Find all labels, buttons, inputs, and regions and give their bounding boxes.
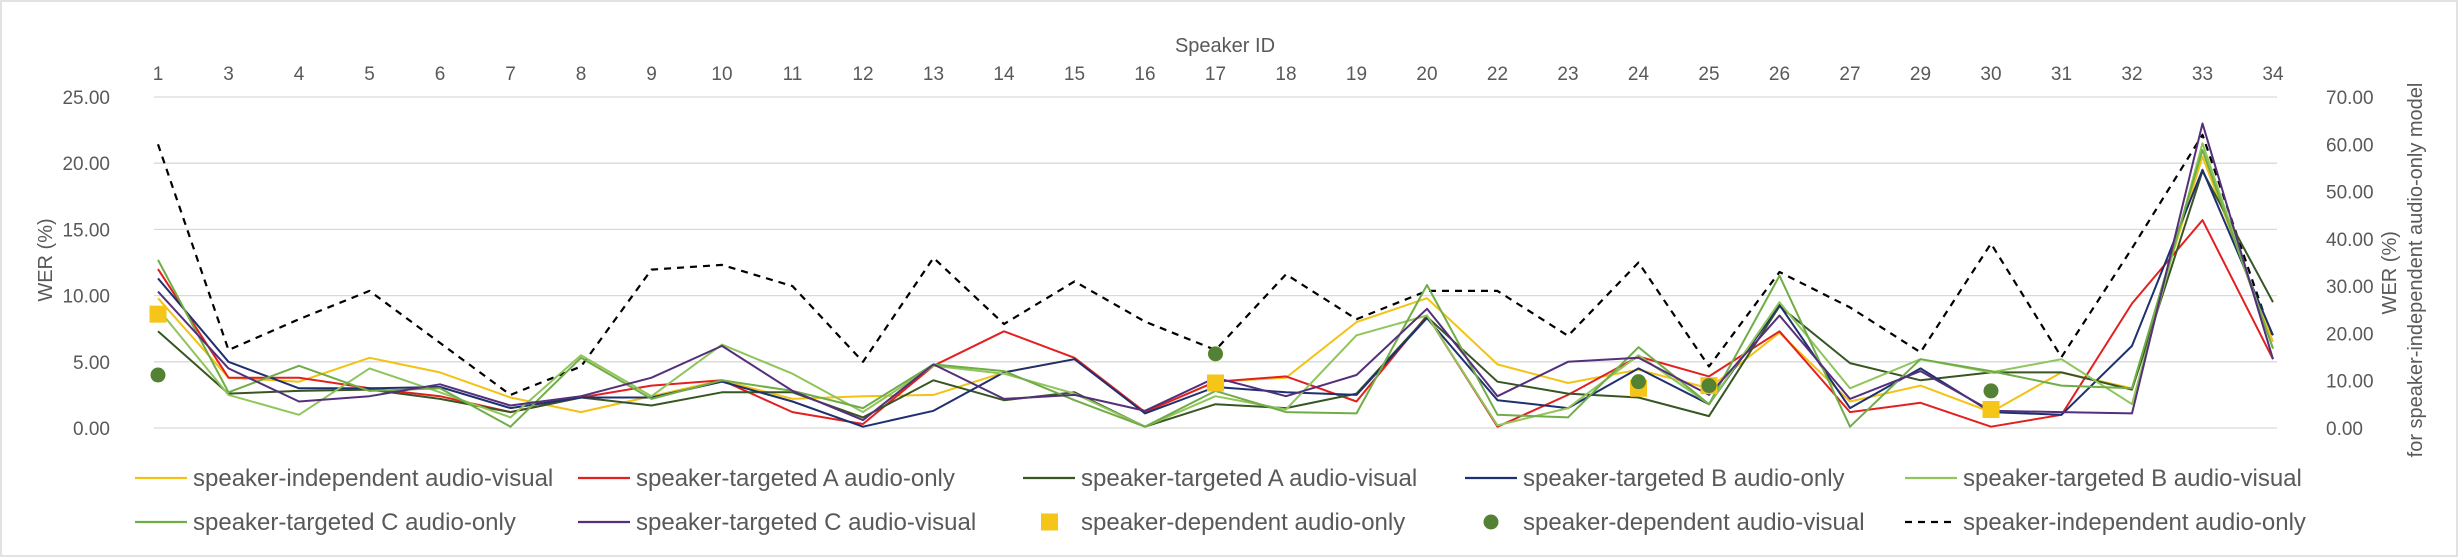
y-tick-label: 5.00 [73, 353, 110, 374]
y2-tick-label: 30.00 [2326, 277, 2374, 298]
x-tick-label: 30 [1980, 64, 2001, 85]
x-tick-label: 17 [1205, 64, 1226, 85]
x-tick-label: 14 [993, 64, 1015, 85]
legend-label: speaker-targeted A audio-visual [1081, 465, 1417, 492]
x-axis-title: Speaker ID [1175, 35, 1275, 57]
x-tick-label: 1 [153, 64, 164, 85]
legend-entry: speaker-targeted B audio-only [1465, 465, 1845, 492]
x-tick-label: 29 [1910, 64, 1931, 85]
y-tick-label: 15.00 [62, 220, 110, 241]
x-tick-label: 20 [1416, 64, 1437, 85]
y-tick-label: 10.00 [62, 287, 110, 308]
x-tick-label: 24 [1628, 64, 1650, 85]
y2-tick-label: 50.00 [2326, 183, 2374, 204]
x-tick-label: 31 [2051, 64, 2072, 85]
legend-entry: speaker-dependent audio-visual [1483, 509, 1865, 536]
legend-entry: speaker-dependent audio-only [1041, 509, 1405, 536]
legend-label: speaker-dependent audio-visual [1523, 509, 1865, 536]
series-line-speaker-targeted-a-audio-visual [157, 170, 2274, 428]
legend-label: speaker-independent audio-visual [193, 465, 553, 492]
y-tick-label: 20.00 [62, 154, 110, 175]
y2-tick-labels: 0.00 10.00 20.00 30.00 40.00 50.00 60.00 70.00 [2326, 88, 2374, 440]
y2-axis-title: WER (%) for speaker-independent audio-on… [2379, 83, 2427, 458]
x-tick-label: 33 [2192, 64, 2213, 85]
x-tick-label: 7 [505, 64, 516, 85]
y-tick-label: 25.00 [62, 88, 110, 109]
y2-tick-label: 40.00 [2326, 230, 2374, 251]
legend-entry: speaker-independent audio-visual [135, 465, 553, 492]
y-tick-labels: 0.00 5.00 10.00 15.00 20.00 25.00 [62, 88, 110, 440]
x-tick-label: 19 [1346, 64, 1367, 85]
x-tick-label: 23 [1557, 64, 1578, 85]
legend-label: speaker-targeted A audio-only [636, 465, 955, 492]
legend-label: speaker-targeted C audio-only [193, 509, 516, 536]
y2-axis-title-line2: for speaker-independent audio-only model [2405, 83, 2427, 458]
x-tick-label: 32 [2121, 64, 2142, 85]
x-tick-label: 5 [364, 64, 375, 85]
legend-swatch-circle [1483, 514, 1499, 530]
x-tick-label: 18 [1275, 64, 1296, 85]
x-tick-label: 11 [783, 64, 803, 85]
x-tick-label: 9 [646, 64, 657, 85]
legend-label: speaker-independent audio-only [1963, 509, 2306, 536]
y2-tick-label: 20.00 [2326, 324, 2374, 345]
y2-tick-label: 0.00 [2326, 419, 2363, 440]
marker-square-point [1207, 374, 1224, 392]
marker-circle-point [1631, 374, 1646, 390]
y-axis-title: WER (%) [35, 218, 57, 301]
x-tick-label: 25 [1698, 64, 1719, 85]
legend-entry: speaker-targeted B audio-visual [1905, 465, 2302, 492]
gridlines [154, 96, 2277, 429]
legend-entry: speaker-targeted C audio-visual [578, 509, 976, 536]
legend-swatch-square [1041, 513, 1058, 531]
legend-label: speaker-targeted B audio-only [1523, 465, 1845, 492]
y2-axis-title-line1: WER (%) [2379, 231, 2401, 314]
marker-square-point [1982, 400, 2000, 418]
legend-entry: speaker-targeted A audio-only [578, 465, 955, 492]
x-tick-label: 10 [711, 64, 732, 85]
marker-circle-point [150, 367, 166, 383]
x-tick-label: 34 [2262, 64, 2284, 85]
legend-label: speaker-targeted B audio-visual [1963, 465, 2302, 492]
legend-entry: speaker-targeted C audio-only [135, 509, 516, 536]
marker-circle-point [1701, 378, 1717, 394]
legend-label: speaker-targeted C audio-visual [636, 509, 976, 536]
y2-tick-label: 70.00 [2326, 88, 2374, 109]
legend-entry: speaker-independent audio-only [1905, 509, 2306, 536]
x-tick-label: 26 [1769, 64, 1790, 85]
legend-entry: speaker-targeted A audio-visual [1023, 465, 1417, 492]
x-tick-label: 15 [1064, 64, 1085, 85]
marker-square-point [149, 305, 167, 323]
x-tick-label: 12 [852, 64, 873, 85]
legend: speaker-independent audio-visual speaker-… [135, 465, 2306, 536]
x-tick-labels: 1 3 4 5 6 7 8 9 10 11 12 13 14 15 16 17 18 19 20 22 23 24 25 26… [153, 64, 2284, 85]
x-tick-label: 6 [435, 64, 446, 85]
x-tick-label: 22 [1487, 64, 1508, 85]
y2-tick-label: 60.00 [2326, 135, 2374, 156]
marker-circle-point [1208, 346, 1223, 362]
y2-tick-label: 10.00 [2326, 372, 2374, 393]
y-tick-label: 0.00 [73, 419, 110, 440]
x-tick-label: 4 [294, 64, 305, 85]
series-layer [149, 122, 2275, 428]
x-tick-label: 3 [223, 64, 234, 85]
x-tick-label: 16 [1134, 64, 1155, 85]
legend-label: speaker-dependent audio-only [1081, 509, 1405, 536]
x-tick-label: 8 [576, 64, 587, 85]
x-tick-label: 27 [1839, 64, 1860, 85]
x-tick-label: 13 [923, 64, 944, 85]
marker-circle-point [1983, 383, 1999, 399]
